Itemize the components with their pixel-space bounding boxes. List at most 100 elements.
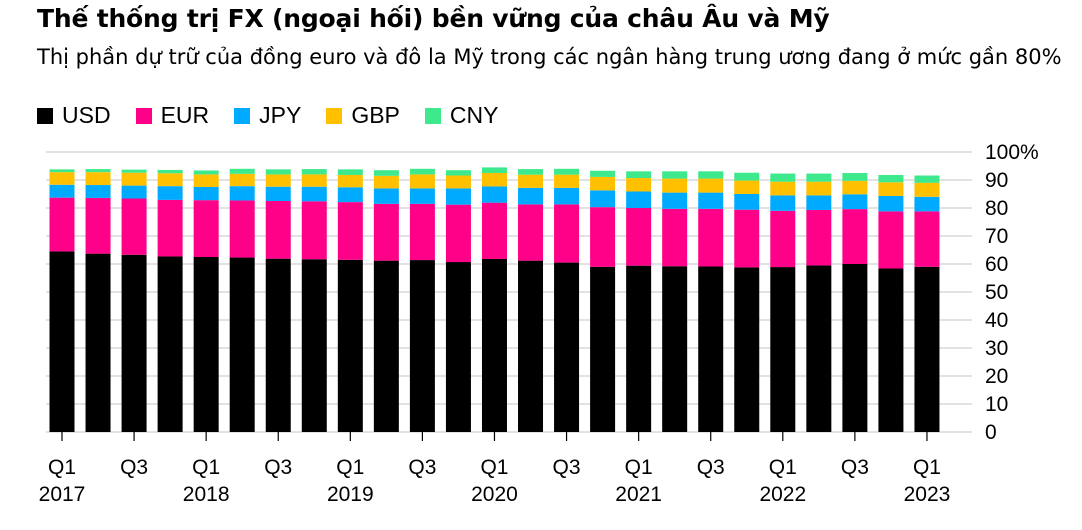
y-tick-label: 60 [985, 253, 1008, 276]
x-tick-label-year: 2019 [327, 483, 374, 506]
bar-segment-cny [770, 173, 796, 182]
bar-segment-jpy [698, 192, 724, 209]
bar-segment-eur [806, 209, 832, 266]
y-tick-label: 100% [985, 141, 1039, 164]
bar-group [914, 175, 940, 432]
bar-group [842, 173, 868, 432]
bar-segment-gbp [626, 178, 652, 192]
bar-segment-eur [770, 210, 796, 268]
bar-segment-gbp [445, 175, 471, 189]
bar-segment-eur [445, 204, 471, 263]
bar-segment-jpy [806, 195, 832, 210]
legend-label-gbp: GBP [351, 102, 400, 128]
y-axis: 0 10 20 30 40 50 60 70 80 90 100% [985, 141, 1039, 444]
y-tick-label: 0 [985, 421, 997, 444]
bar-segment-usd [878, 268, 904, 432]
bar-segment-usd [806, 265, 832, 432]
chart-title: Thế thống trị FX (ngoại hối) bền vững củ… [37, 4, 830, 33]
bar-segment-usd [626, 265, 652, 432]
bar-group [662, 171, 688, 432]
bar-segment-usd [265, 258, 291, 432]
bar-segment-eur [373, 203, 399, 261]
bar-segment-gbp [265, 174, 291, 187]
bar-segment-usd [49, 251, 75, 432]
bar-segment-usd [662, 266, 688, 432]
x-tick-label-quarter: Q1 [480, 456, 508, 479]
bar-segment-eur [409, 203, 435, 261]
legend-label-eur: EUR [160, 102, 210, 128]
bar-segment-usd [554, 262, 580, 432]
x-tick-label-quarter: Q1 [625, 456, 653, 479]
bar-segment-jpy [445, 188, 471, 205]
bar-segment-usd [193, 257, 219, 432]
bar-segment-usd [301, 259, 327, 432]
y-tick-label: 70 [985, 225, 1008, 248]
bar-segment-eur [662, 208, 688, 267]
bar-segment-cny [662, 171, 688, 179]
bar-segment-usd [518, 260, 544, 432]
bar-segment-usd [337, 259, 363, 432]
legend-item-jpy: JPY [234, 102, 301, 129]
bar-segment-cny [301, 169, 327, 175]
x-tick-label-quarter: Q1 [192, 456, 220, 479]
bar-segment-jpy [265, 186, 291, 201]
bar-segment-jpy [49, 184, 75, 198]
x-tick-label-year: 2022 [759, 483, 806, 506]
bar-segment-cny [698, 171, 724, 179]
legend-swatch-usd [37, 107, 53, 124]
y-tick-label: 20 [985, 365, 1008, 388]
bar-segment-eur [49, 197, 75, 252]
bar-segment-gbp [770, 181, 796, 196]
bar-segment-eur [481, 202, 507, 259]
bar-segment-gbp [842, 180, 868, 195]
bar-segment-eur [85, 197, 111, 254]
bar-segment-eur [626, 208, 652, 266]
bar-segment-jpy [157, 186, 183, 200]
bar-segment-gbp [698, 178, 724, 193]
bar-segment-jpy [193, 187, 219, 201]
bar-segment-cny [914, 175, 940, 183]
x-tick-label-quarter: Q3 [697, 456, 725, 479]
bar-segment-cny [734, 172, 760, 181]
bar-segment-eur [590, 207, 616, 267]
bar-segment-eur [734, 209, 760, 268]
bar-segment-cny [85, 169, 111, 173]
x-tick-label-year: 2020 [471, 483, 518, 506]
bar-segment-cny [445, 170, 471, 176]
bar-segment-usd [229, 257, 255, 432]
bar-segment-gbp [49, 172, 75, 185]
bar-segment-gbp [121, 172, 147, 186]
bar-segment-gbp [229, 173, 255, 187]
bar-segment-eur [914, 211, 940, 267]
bar-segment-usd [409, 260, 435, 432]
chart-subtitle: Thị phần dự trữ của đồng euro và đô la M… [37, 45, 1062, 69]
x-tick-label-year: 2021 [615, 483, 662, 506]
bar-group [518, 169, 544, 432]
bar-group [157, 169, 183, 432]
gridlines [46, 151, 972, 433]
x-tick-label-quarter: Q1 [336, 456, 364, 479]
bar-group [878, 174, 904, 432]
bar-segment-cny [842, 173, 868, 181]
bar-group [734, 172, 760, 432]
bar-segment-usd [481, 258, 507, 432]
bar-segment-eur [554, 204, 580, 263]
x-tick-label-year: 2023 [904, 483, 951, 506]
bar-group [409, 168, 435, 432]
x-tick-label-quarter: Q1 [913, 456, 941, 479]
bar-segment-jpy [734, 194, 760, 210]
legend-item-cny: CNY [424, 102, 498, 129]
bar-segment-jpy [770, 195, 796, 211]
bar-segment-gbp [590, 176, 616, 191]
bar-group [373, 170, 399, 432]
x-tick-label-quarter: Q3 [264, 456, 292, 479]
bar-segment-usd [445, 262, 471, 432]
bar-segment-jpy [409, 188, 435, 204]
bar-segment-jpy [554, 187, 580, 205]
bar-segment-eur [301, 201, 327, 260]
bar-segment-usd [734, 267, 760, 432]
bar-segment-gbp [806, 181, 832, 196]
bar-segment-gbp [337, 174, 363, 188]
bar-segment-cny [409, 168, 435, 175]
